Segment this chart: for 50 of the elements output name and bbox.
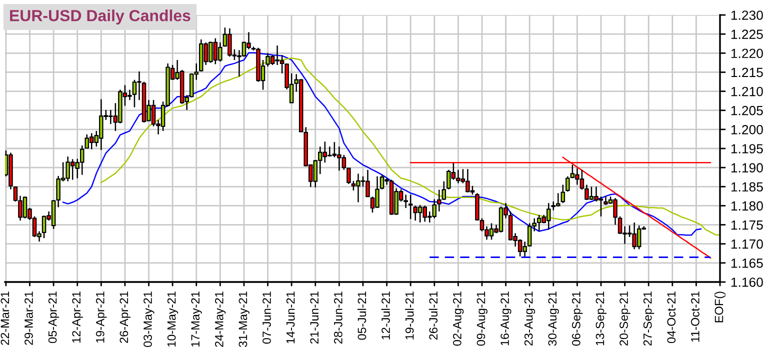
y-tick-label: 1.170 <box>731 239 763 249</box>
x-tick-label: 29-Mar-21 <box>24 292 33 345</box>
y-tick-label: 1.200 <box>731 124 763 134</box>
x-tick-label: 22-Mar-21 <box>0 292 10 345</box>
x-tick-label: 17-May-21 <box>191 292 202 347</box>
y-tick-label: 1.230 <box>731 10 763 20</box>
x-tick-label: 13-Sep-21 <box>596 292 606 346</box>
x-tick-label: 03-May-21 <box>144 292 154 347</box>
y-tick-label: 1.210 <box>731 86 763 96</box>
y-tick-label: 1.220 <box>731 48 763 58</box>
x-tick-label: 05-Jul-21 <box>357 292 366 340</box>
y-tick-label: 1.165 <box>731 258 763 268</box>
candlestick <box>560 184 566 204</box>
y-tick-label: 1.180 <box>731 201 763 211</box>
x-tick-label: 19-Apr-21 <box>96 292 107 343</box>
x-tick-label: 26-Apr-21 <box>120 292 130 343</box>
x-tick-label: 19-Jul-21 <box>405 292 414 340</box>
x-tick-label: 20-Sep-21 <box>620 292 630 346</box>
y-tick-label: 1.175 <box>731 220 763 230</box>
x-tick-label: 05-Apr-21 <box>48 292 60 344</box>
x-tick-label: 23-Aug-21 <box>524 292 536 346</box>
x-tick-label: 26-Jul-21 <box>428 292 438 340</box>
x-tick-label: 12-Apr-21 <box>72 292 83 343</box>
y-tick-label: 1.190 <box>731 163 763 172</box>
y-tick-label: 1.205 <box>731 106 763 116</box>
x-tick-label: 21-Jun-21 <box>310 292 319 344</box>
x-tick-label: 11-Oct-21 <box>691 292 700 342</box>
x-tick-label: 30-Aug-21 <box>548 292 559 346</box>
y-tick-label: 1.195 <box>731 144 763 154</box>
x-tick-label: 31-May-21 <box>238 292 250 347</box>
x-tick-label: 09-Aug-21 <box>476 292 488 346</box>
x-tick-label: 06-Sep-21 <box>572 292 583 346</box>
y-tick-label: 1.215 <box>731 68 763 78</box>
x-tick-label: 02-Aug-21 <box>452 292 464 346</box>
candlestick <box>408 194 413 220</box>
candlestick <box>346 168 351 185</box>
y-tick-label: 1.225 <box>731 30 763 39</box>
x-tick-label: 28-Jun-21 <box>334 292 342 344</box>
y-tick-label: 1.160 <box>731 278 763 287</box>
x-tick-label: 07-Jun-21 <box>262 292 271 344</box>
x-tick-label: 10-May-21 <box>167 292 178 347</box>
x-tick-label: EOF() <box>714 292 726 322</box>
x-tick-label: 14-Jun-21 <box>286 292 295 344</box>
x-tick-label: 16-Aug-21 <box>500 292 512 346</box>
x-tick-label: 27-Sep-21 <box>643 292 654 346</box>
x-tick-label: 04-Oct-21 <box>667 292 676 344</box>
x-tick-label: 12-Jul-21 <box>381 292 390 340</box>
chart-title: EUR-USD Daily Candles <box>10 10 190 24</box>
y-tick-label: 1.185 <box>731 182 763 192</box>
x-tick-label: 24-May-21 <box>214 292 226 347</box>
